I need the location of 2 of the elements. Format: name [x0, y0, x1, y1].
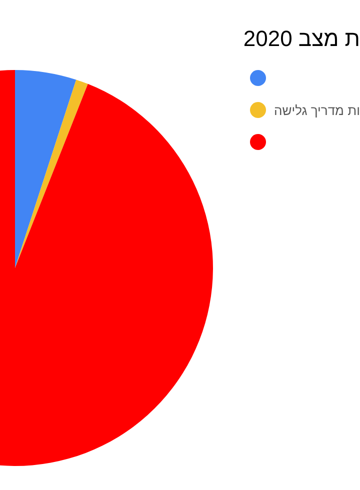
chart-title: ת מצב 2020 — [243, 26, 360, 52]
legend-label: ות מדריך גלישה — [274, 102, 360, 118]
